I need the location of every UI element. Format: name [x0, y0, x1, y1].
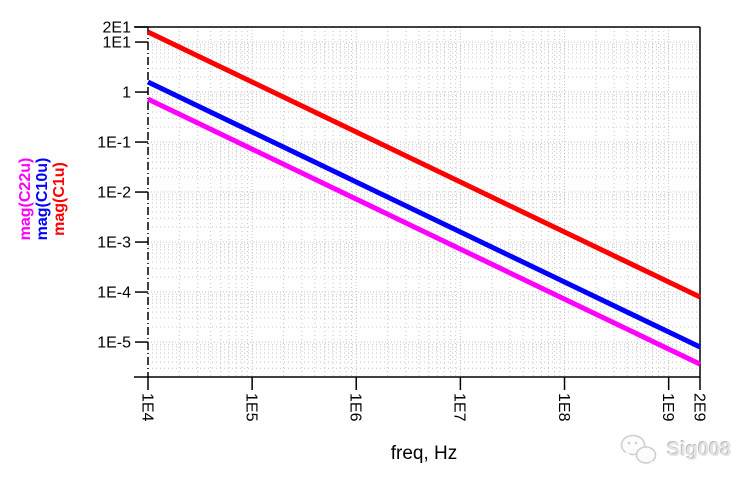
- series-line-mag-c10u-: [146, 79, 702, 350]
- x-tick-label: 2E9: [690, 393, 707, 422]
- y-tick-label: 2E1: [103, 20, 132, 37]
- series-line-mag-c1u-: [146, 29, 702, 300]
- y-tick-label: 1E-4: [97, 285, 131, 302]
- y-tick-label: 1E-3: [97, 235, 131, 252]
- x-tick-label: 1E6: [347, 393, 364, 422]
- x-axis-title: freq, Hz: [390, 443, 458, 464]
- watermark: Sig008: [618, 432, 731, 468]
- y-tick-label: 1E1: [103, 35, 132, 52]
- y-tick-label: 1E-5: [97, 335, 131, 352]
- watermark-text: Sig008: [667, 438, 732, 461]
- x-tick-label: 1E4: [138, 393, 155, 422]
- wechat-logo-icon: [620, 434, 657, 465]
- y-tick-label: 1E-2: [97, 185, 131, 202]
- series-line-mag-c22u-: [146, 96, 702, 367]
- x-tick-label: 1E5: [242, 393, 259, 422]
- y-tick-label: 1: [122, 85, 131, 102]
- x-tick-label: 1E9: [659, 393, 676, 422]
- x-tick-label: 1E8: [555, 393, 572, 422]
- x-tick-label: 1E7: [451, 393, 468, 422]
- y-tick-label: 1E-1: [97, 135, 131, 152]
